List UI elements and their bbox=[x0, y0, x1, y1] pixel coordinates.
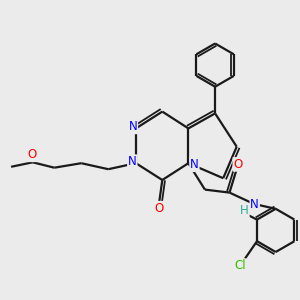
Text: N: N bbox=[128, 120, 137, 134]
Text: N: N bbox=[128, 155, 137, 168]
Text: N: N bbox=[250, 198, 259, 212]
Text: Cl: Cl bbox=[235, 259, 246, 272]
Text: N: N bbox=[190, 158, 199, 171]
Text: O: O bbox=[28, 148, 37, 161]
Text: H: H bbox=[240, 204, 249, 217]
Text: O: O bbox=[155, 202, 164, 215]
Text: O: O bbox=[233, 158, 242, 171]
